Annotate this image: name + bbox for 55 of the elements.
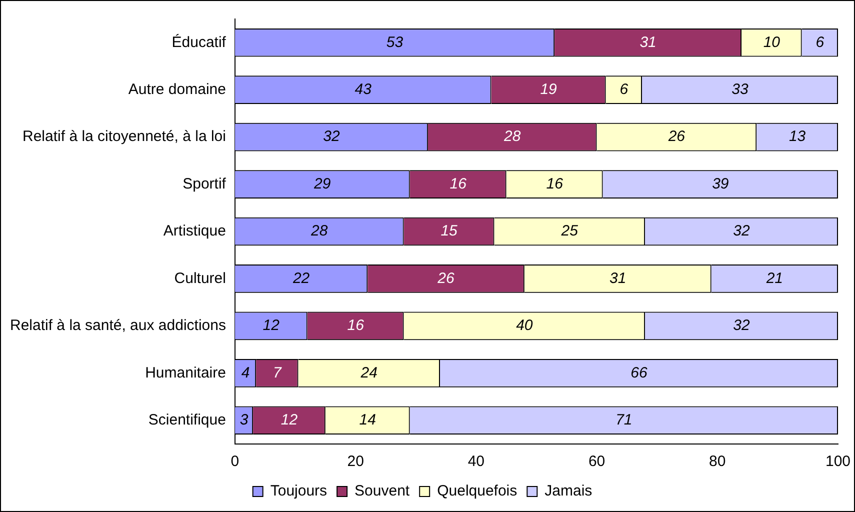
data-label: 32 (323, 128, 340, 146)
y-tick-label: Éducatif (172, 32, 227, 51)
data-label: 39 (712, 175, 730, 192)
data-label: 28 (503, 128, 522, 146)
data-label: 29 (313, 175, 332, 192)
y-tick-label: Artistique (163, 222, 226, 240)
legend-label: Quelquefois (437, 482, 518, 500)
y-tick-label: Culturel (174, 270, 226, 287)
data-label: 71 (616, 412, 632, 429)
data-label: 53 (386, 34, 404, 51)
x-tick-label: 100 (825, 453, 851, 470)
y-tick-label: Autre domaine (128, 80, 226, 98)
data-label: 4 (241, 364, 250, 382)
data-label: 6 (620, 81, 629, 98)
x-tick-label: 40 (468, 453, 485, 470)
data-label: 21 (765, 270, 784, 287)
data-label: 24 (360, 364, 378, 382)
data-label: 12 (280, 412, 298, 429)
data-label: 32 (733, 222, 751, 240)
data-label: 31 (610, 270, 626, 287)
data-label: 16 (450, 175, 468, 192)
data-label: 3 (240, 412, 249, 429)
data-label: 16 (546, 175, 564, 192)
data-label: 43 (354, 81, 372, 98)
data-label: 66 (630, 364, 648, 382)
x-tick-label: 60 (588, 453, 606, 470)
data-label: 16 (347, 317, 365, 334)
data-label: 31 (640, 34, 656, 51)
data-label: 26 (436, 270, 456, 287)
data-label: 6 (816, 34, 825, 51)
y-tick-label: Relatif à la citoyenneté, à la loi (22, 128, 226, 146)
data-label: 15 (440, 222, 458, 240)
data-label: 32 (733, 317, 751, 334)
data-label: 19 (540, 81, 558, 98)
data-label: 26 (667, 128, 686, 146)
y-tick-label: Scientifique (148, 412, 226, 429)
data-label: 33 (732, 81, 750, 98)
y-tick-label: Sportif (182, 175, 227, 192)
x-tick-label: 80 (709, 453, 726, 470)
data-label: 13 (788, 128, 806, 146)
x-tick-label: 20 (347, 453, 364, 470)
x-tick-label: 0 (230, 453, 240, 470)
y-tick-label: Relatif à la santé, aux addictions (10, 317, 226, 334)
data-label: 40 (516, 317, 534, 334)
legend-label: Jamais (544, 482, 592, 500)
legend-label: Toujours (270, 482, 328, 500)
data-label: 10 (763, 34, 781, 51)
data-label: 22 (292, 270, 310, 287)
y-tick-label: Humanitaire (145, 364, 226, 382)
data-label: 7 (273, 364, 282, 382)
data-label: 28 (310, 222, 328, 240)
legend-label: Souvent (354, 482, 410, 500)
data-label: 25 (560, 222, 579, 240)
data-label: 12 (262, 317, 280, 334)
data-label: 14 (359, 412, 376, 429)
